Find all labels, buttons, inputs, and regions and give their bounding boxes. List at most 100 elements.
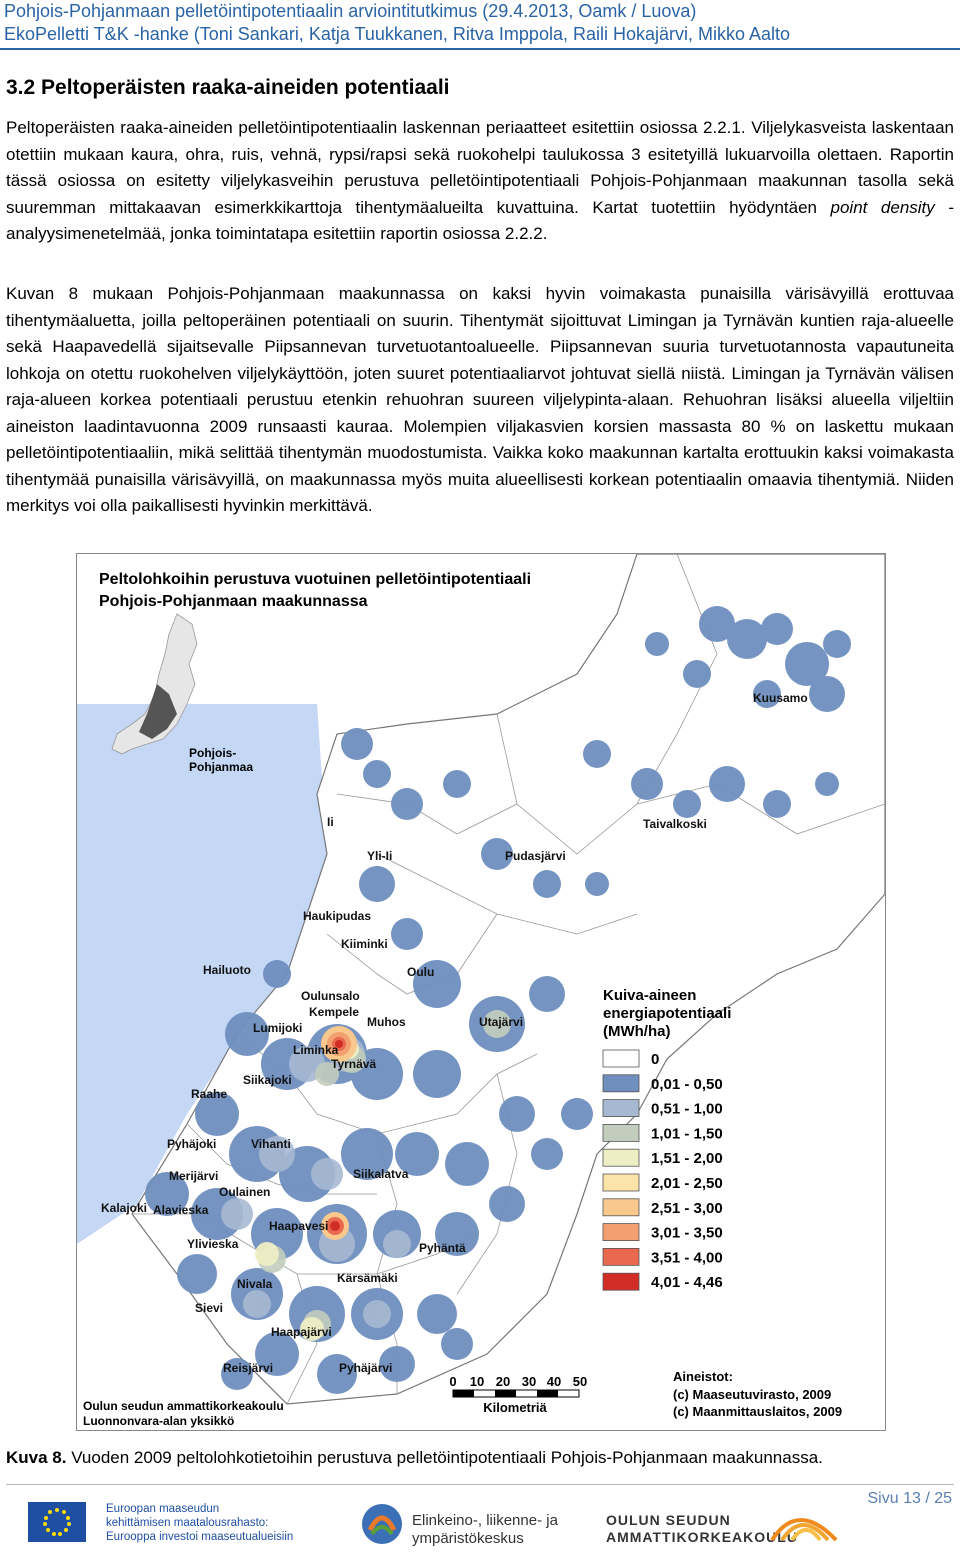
- potential-map-figure: Peltolohkoihin perustuva vuotuinen pelle…: [76, 553, 886, 1431]
- credit-line-1: Oulun seudun ammattikorkeakoulu: [83, 1399, 284, 1413]
- legend-label: 0,01 - 0,50: [651, 1076, 723, 1093]
- luova-flame-icon: [770, 1518, 838, 1542]
- header-line-1: Pohjois-Pohjanmaan pelletöintipotentiaal…: [4, 1, 697, 21]
- place-label: Haapajärvi: [271, 1325, 332, 1339]
- place-label: Pyhäjoki: [167, 1137, 216, 1151]
- credit-line-2: Luonnonvara-alan yksikkö: [83, 1414, 234, 1428]
- place-label: Oulu: [407, 965, 434, 979]
- map-credit: Oulun seudun ammattikorkeakoulu Luonnonv…: [83, 1399, 284, 1428]
- place-label: Raahe: [191, 1087, 227, 1101]
- paragraph-1: Peltoperäisten raaka-aineiden pelletöint…: [6, 115, 954, 248]
- place-label: Oulainen: [219, 1185, 270, 1199]
- scale-tick: 0: [449, 1374, 456, 1389]
- legend-title-1: Kuiva-aineen: [603, 987, 696, 1004]
- place-label: Kiiminki: [341, 937, 388, 951]
- place-label: Pyhäntä: [419, 1241, 466, 1255]
- eu-fund-text: Euroopan maaseudun kehittämisen maatalou…: [106, 1502, 293, 1544]
- map-legend: Kuiva-aineen energiapotentiaali (MWh/ha)…: [602, 987, 731, 1291]
- running-header: Pohjois-Pohjanmaan pelletöintipotentiaal…: [0, 0, 960, 50]
- paragraph-1-tail: - analyysimenetelmää, jonka toimintatapa…: [6, 197, 954, 244]
- place-label: Utajärvi: [479, 1015, 523, 1029]
- legend-label: 4,01 - 4,46: [651, 1274, 723, 1291]
- place-label: Alavieska: [153, 1203, 209, 1217]
- caption-text: Vuoden 2009 peltolohkotietoihin perustuv…: [66, 1448, 823, 1467]
- eu-stars-icon: [43, 1508, 71, 1536]
- legend-swatch: [602, 1173, 640, 1192]
- legend-swatch: [602, 1272, 640, 1291]
- place-label: Pyhäjärvi: [339, 1361, 392, 1375]
- caption-label: Kuva 8.: [6, 1448, 67, 1467]
- paragraph-1-emphasis: point density: [830, 197, 935, 217]
- place-label: Kalajoki: [101, 1201, 147, 1215]
- luova-logo: [768, 1500, 840, 1549]
- ely-emblem-icon: [362, 1504, 402, 1544]
- legend-swatch: [602, 1074, 640, 1093]
- ely-logo: [358, 1500, 406, 1553]
- legend-swatch: [602, 1248, 640, 1266]
- footer-rule: [6, 1484, 954, 1485]
- legend-label: 1,51 - 2,00: [651, 1150, 723, 1167]
- oamk-text-1: OULUN SEUDUN: [606, 1512, 731, 1528]
- paragraph-1-text: Peltoperäisten raaka-aineiden pelletöint…: [6, 118, 954, 217]
- paragraph-2: Kuvan 8 mukaan Pohjois-Pohjanmaan maakun…: [6, 284, 954, 515]
- scale-tick: 10: [470, 1374, 484, 1389]
- legend-title-3: (MWh/ha): [603, 1023, 670, 1040]
- place-label: Vihanti: [251, 1137, 291, 1151]
- ely-text: Elinkeino-, liikenne- ja ympäristökeskus: [412, 1512, 558, 1548]
- header-rule: [0, 48, 960, 50]
- place-label: Taivalkoski: [643, 817, 707, 831]
- legend-label: 2,51 - 3,00: [651, 1200, 723, 1217]
- legend-label: 2,01 - 2,50: [651, 1175, 723, 1192]
- scale-bar: 0 10 20 30 40 50 Kilometriä: [449, 1374, 587, 1415]
- oamk-text: OULUN SEUDUN AMMATTIKORKEAKOULU: [606, 1512, 798, 1546]
- legend-label: 0: [651, 1051, 659, 1068]
- place-label: Ii: [327, 815, 334, 829]
- oamk-text-2: AMMATTIKORKEAKOULU: [606, 1529, 798, 1545]
- place-label: Siikajoki: [243, 1073, 292, 1087]
- legend-swatch: [602, 1049, 640, 1068]
- ely-text-1: Elinkeino-, liikenne- ja: [412, 1512, 558, 1529]
- page-number: Sivu 13 / 25: [867, 1490, 953, 1507]
- map-title-line-1: Peltolohkoihin perustuva vuotuinen pelle…: [99, 571, 531, 588]
- place-label: Hailuoto: [203, 963, 251, 977]
- eu-text-2: kehittämisen maatalousrahasto:: [106, 1517, 269, 1529]
- scale-tick: 50: [573, 1374, 587, 1389]
- density-blobs: [145, 606, 851, 1394]
- place-label: Lumijoki: [253, 1021, 302, 1035]
- source-line-2: (c) Maanmittauslaitos, 2009: [673, 1404, 842, 1419]
- place-label: Siikalatva: [353, 1167, 409, 1181]
- place-label: Ylivieska: [187, 1237, 239, 1251]
- place-label: Tyrnävä: [331, 1057, 376, 1071]
- place-label: Pudasjärvi: [505, 849, 566, 863]
- legend-swatch: [602, 1148, 640, 1167]
- scale-tick: 20: [496, 1374, 510, 1389]
- place-label: Kempele: [309, 1005, 359, 1019]
- legend-swatch: [602, 1223, 640, 1241]
- inset-label-2: Pohjanmaa: [189, 760, 253, 774]
- place-label: Oulunsalo: [301, 989, 360, 1003]
- place-label: Sievi: [195, 1301, 223, 1315]
- legend-swatch: [602, 1198, 640, 1217]
- legend-label: 3,51 - 4,00: [651, 1249, 723, 1266]
- header-line-2: EkoPelletti T&K -hanke (Toni Sankari, Ka…: [4, 24, 791, 44]
- scale-tick: 40: [547, 1374, 561, 1389]
- scale-tick: 30: [522, 1374, 536, 1389]
- legend-swatch: [602, 1099, 640, 1117]
- map-title-line-2: Pohjois-Pohjanmaan maakunnassa: [99, 593, 368, 610]
- eu-text-1: Euroopan maaseudun: [106, 1503, 220, 1515]
- place-label: Merijärvi: [169, 1169, 218, 1183]
- legend-swatch: [602, 1124, 640, 1142]
- legend-label: 0,51 - 1,00: [651, 1101, 723, 1118]
- place-label: Kuusamo: [753, 691, 808, 705]
- ely-text-2: ympäristökeskus: [412, 1530, 524, 1547]
- legend-label: 1,01 - 1,50: [651, 1125, 723, 1142]
- inset-label-1: Pohjois-: [189, 746, 236, 760]
- place-label: Haukipudas: [303, 909, 371, 923]
- finland-inset-map: Pohjois- Pohjanmaa: [111, 613, 253, 774]
- legend-title-2: energiapotentiaali: [603, 1005, 731, 1022]
- eu-flag-logo: [28, 1502, 86, 1542]
- sea-area: [77, 704, 327, 1244]
- legend-label: 3,01 - 3,50: [651, 1225, 723, 1242]
- eu-text-3: Eurooppa investoi maaseutualueisiin: [106, 1531, 294, 1543]
- place-label: Yli-Ii: [367, 849, 392, 863]
